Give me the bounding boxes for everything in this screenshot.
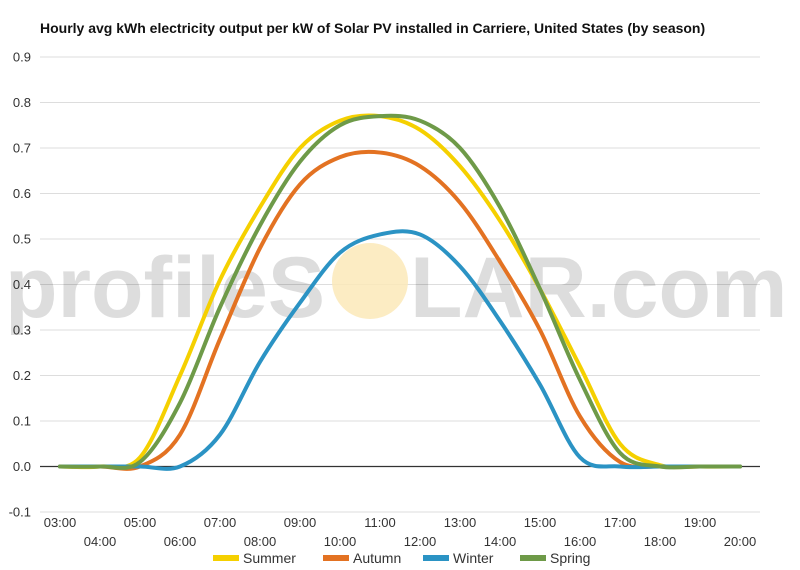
y-tick-label: 0.3 xyxy=(13,323,31,338)
x-tick-label: 16:00 xyxy=(564,534,597,549)
x-tick-label: 07:00 xyxy=(204,515,237,530)
legend[interactable]: Summer Autumn Winter Spring xyxy=(213,550,590,566)
x-tick-label: 12:00 xyxy=(404,534,437,549)
x-tick-label: 20:00 xyxy=(724,534,757,549)
x-tick-label: 04:00 xyxy=(84,534,117,549)
y-tick-label: 0.7 xyxy=(13,141,31,156)
x-axis: 03:00 04:00 05:00 06:00 07:00 08:00 09:00 10:00… xyxy=(44,515,757,549)
x-tick-label: 06:00 xyxy=(164,534,197,549)
watermark-sun-icon xyxy=(332,243,408,319)
x-tick-label: 13:00 xyxy=(444,515,477,530)
x-tick-label: 09:00 xyxy=(284,515,317,530)
y-tick-label: 0.9 xyxy=(13,50,31,65)
x-tick-label: 11:00 xyxy=(364,515,396,530)
legend-item-autumn[interactable]: Autumn xyxy=(323,550,401,566)
legend-swatch xyxy=(423,555,449,561)
y-tick-label: 0.6 xyxy=(13,186,31,201)
x-tick-label: 15:00 xyxy=(524,515,557,530)
y-tick-label: 0.5 xyxy=(13,232,31,247)
watermark-text-left: profileS xyxy=(5,240,325,336)
legend-item-summer[interactable]: Summer xyxy=(213,550,296,566)
y-tick-label: 0.8 xyxy=(13,95,31,110)
y-tick-label: -0.1 xyxy=(9,505,31,520)
chart-title: Hourly avg kWh electricity output per kW… xyxy=(40,20,705,36)
watermark: profileS LAR.com xyxy=(5,240,787,336)
x-tick-label: 14:00 xyxy=(484,534,517,549)
legend-label: Autumn xyxy=(353,550,401,566)
watermark-text-right: LAR.com xyxy=(410,240,787,336)
y-tick-label: 0.1 xyxy=(13,414,31,429)
series-line-autumn xyxy=(58,149,742,471)
legend-label: Spring xyxy=(550,550,590,566)
y-axis: -0.1 0.0 0.1 0.2 0.3 0.4 0.5 0.6 0.7 0.8 0.9 xyxy=(9,50,31,520)
series-line-summer xyxy=(58,113,742,470)
legend-item-spring[interactable]: Spring xyxy=(520,550,590,566)
legend-label: Summer xyxy=(243,550,296,566)
x-tick-label: 03:00 xyxy=(44,515,77,530)
legend-swatch xyxy=(323,555,349,561)
series xyxy=(58,113,742,471)
x-tick-label: 19:00 xyxy=(684,515,717,530)
legend-item-winter[interactable]: Winter xyxy=(423,550,494,566)
y-tick-label: 0.2 xyxy=(13,368,31,383)
y-tick-label: 0.0 xyxy=(13,459,31,474)
x-tick-label: 08:00 xyxy=(244,534,277,549)
y-tick-label: 0.4 xyxy=(13,277,31,292)
legend-swatch xyxy=(520,555,546,561)
series-line-spring xyxy=(58,113,742,470)
x-tick-label: 17:00 xyxy=(604,515,637,530)
legend-swatch xyxy=(213,555,239,561)
x-tick-label: 05:00 xyxy=(124,515,157,530)
x-tick-label: 10:00 xyxy=(324,534,357,549)
series-line-winter xyxy=(58,229,742,471)
x-tick-label: 18:00 xyxy=(644,534,677,549)
legend-label: Winter xyxy=(453,550,494,566)
